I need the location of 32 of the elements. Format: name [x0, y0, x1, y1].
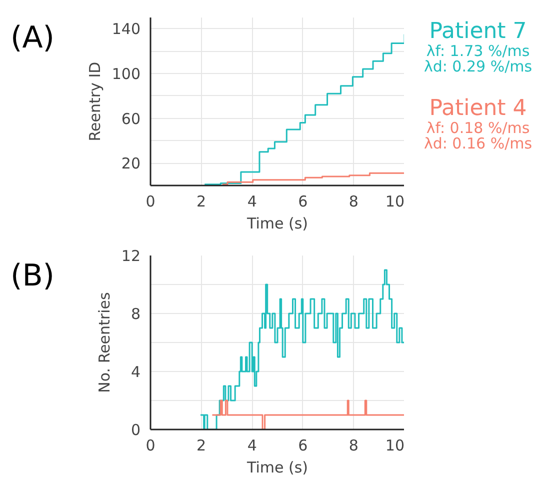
- y-tick-label: 20: [121, 154, 141, 173]
- y-tick-label: 4: [130, 363, 141, 381]
- x-tick-label: 10: [385, 436, 405, 454]
- x-tick-label: 4: [247, 192, 257, 210]
- x-axis-title: Time (s): [246, 214, 308, 232]
- x-tick-label: 0: [146, 192, 156, 210]
- x-tick-label: 6: [298, 192, 308, 210]
- chart-title: (A): [10, 20, 54, 56]
- x-tick-label: 6: [298, 436, 308, 454]
- y-axis-title: No. Reentries: [95, 292, 114, 393]
- text: λf: 1.73 %/ms: [426, 42, 530, 60]
- text: λf: 0.18 %/ms: [426, 119, 530, 138]
- y-tick-label: 0: [130, 421, 141, 439]
- x-tick-label: 2: [196, 436, 206, 454]
- x-tick-label: 8: [348, 436, 358, 454]
- x-tick-label: 8: [348, 192, 358, 210]
- x-tick-label: 4: [247, 436, 257, 454]
- x-tick-label: 2: [196, 192, 206, 210]
- x-tick-label: 0: [146, 436, 156, 454]
- x-tick-label: 10: [385, 192, 405, 210]
- text: λd: 0.29 %/ms: [424, 58, 532, 76]
- y-tick-label: 8: [130, 305, 141, 323]
- y-tick-label: 12: [121, 247, 141, 265]
- y-axis-title: Reentry ID: [86, 62, 104, 142]
- y-tick-label: 60: [121, 110, 141, 128]
- y-tick-label: 100: [112, 65, 141, 83]
- text: Patient 4: [429, 96, 527, 122]
- text: λd: 0.16 %/ms: [424, 134, 532, 153]
- x-axis-title: Time (s): [246, 458, 308, 476]
- series-label: Patient 7: [429, 18, 527, 44]
- chart-title: (B): [10, 258, 54, 294]
- y-tick-label: 140: [112, 20, 141, 38]
